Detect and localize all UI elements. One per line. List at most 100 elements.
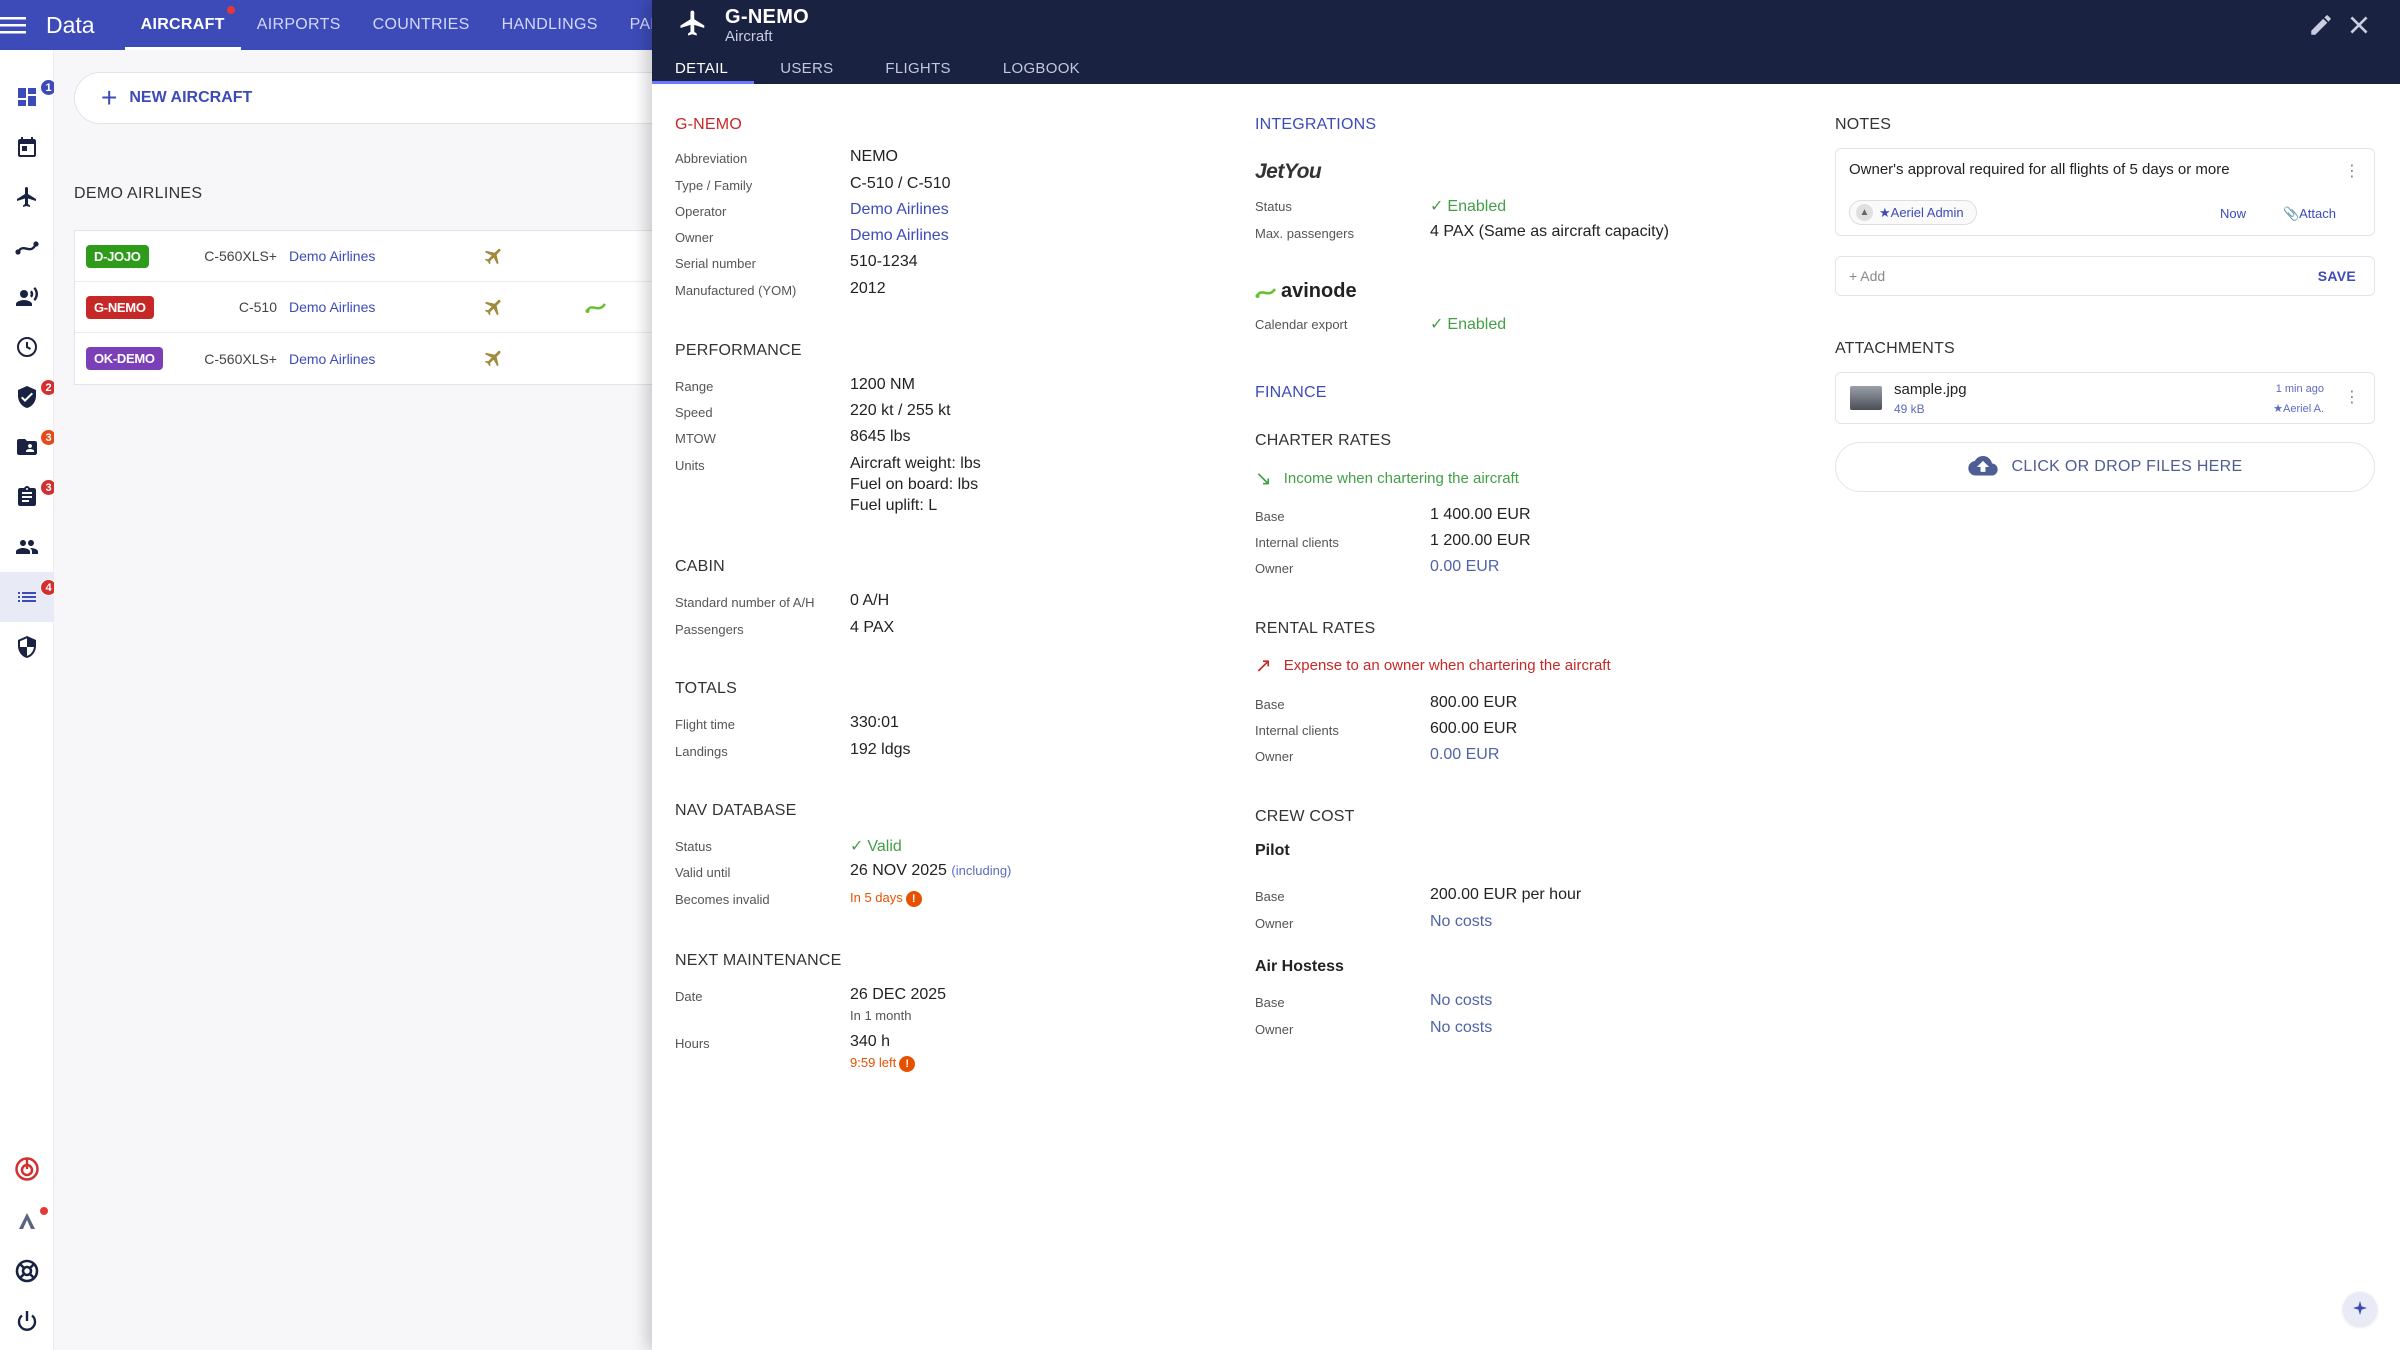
crew-role-pilot: Pilot [1255, 842, 1290, 859]
avinode-wordmark: avinode [1281, 280, 1357, 302]
app-topbar: Data AIRCRAFT AIRPORTS COUNTRIES HANDLIN… [0, 0, 672, 50]
owner-link[interactable]: Demo Airlines [850, 227, 949, 244]
arrow-up-right-icon: ↗ [1255, 655, 1272, 677]
field-label: Base [1255, 697, 1285, 712]
field-value: 0 A/H [850, 592, 890, 609]
rail-admin[interactable] [0, 622, 54, 672]
rail-history[interactable] [0, 322, 54, 372]
field-value: 26 NOV 2025 (including) [850, 862, 1011, 880]
hours-left-text: 9:59 left [850, 1055, 897, 1070]
tab-airports[interactable]: AIRPORTS [256, 16, 341, 33]
operator-link[interactable]: Demo Airlines [289, 350, 376, 367]
more-vert-icon[interactable]: ⋮ [2344, 389, 2360, 406]
rail-safety[interactable]: 2 [0, 372, 57, 422]
shield-check-icon [18, 386, 36, 408]
more-vert-icon[interactable]: ⋮ [2344, 163, 2360, 180]
becomes-invalid-text: In 5 days [850, 890, 903, 905]
field-label: Base [1255, 509, 1285, 524]
aircraft-type: C-510 [238, 299, 277, 315]
rail-routes[interactable] [0, 222, 54, 272]
field-value: 220 kt / 255 kt [850, 402, 951, 419]
note-card: Owner's approval required for all flight… [1835, 148, 2375, 236]
close-icon[interactable] [2346, 12, 2372, 38]
field-value: 4 PAX [850, 619, 895, 636]
airplane-icon [680, 10, 705, 36]
registration-chip[interactable]: G-NEMO [86, 296, 154, 319]
note-time: Now [2219, 206, 2246, 221]
field-label: Base [1255, 889, 1285, 904]
field-label: Speed [675, 405, 713, 420]
aircraft-list-area: + NEW AIRCRAFT DEMO AIRLINES D-JOJO C-56… [54, 50, 714, 1350]
rail-power-target[interactable] [0, 1144, 54, 1194]
assistant-fab[interactable] [2343, 1292, 2377, 1326]
section-title-notes: NOTES [1835, 116, 1892, 133]
side-rail: 1 2 3 3 4 [0, 50, 57, 1350]
valid-until-note: (including) [951, 863, 1012, 878]
rail-data[interactable]: 4 [0, 572, 57, 622]
table-row[interactable]: D-JOJO C-560XLS+ Demo Airlines [75, 231, 693, 282]
file-drop-zone[interactable]: CLICK OR DROP FILES HERE [1835, 442, 2375, 492]
airplane-icon [484, 350, 501, 367]
rail-crew[interactable] [0, 272, 54, 322]
field-value: 1200 NM [850, 376, 915, 393]
section-title-performance: PERFORMANCE [675, 342, 802, 359]
folder-person-icon [17, 439, 37, 455]
section-title-rental: RENTAL RATES [1255, 620, 1376, 637]
rail-crew-docs[interactable]: 3 [0, 422, 57, 472]
field-label: Serial number [675, 256, 756, 271]
operator-link[interactable]: Demo Airlines [289, 299, 376, 315]
new-aircraft-label: NEW AIRCRAFT [129, 89, 253, 106]
note-text: Owner's approval required for all flight… [1849, 161, 2230, 178]
edit-icon[interactable] [2308, 12, 2334, 38]
tab-countries[interactable]: COUNTRIES [372, 16, 470, 33]
field-value: 600.00 EUR [1430, 720, 1518, 737]
field-label: Passengers [675, 622, 744, 637]
tab-users[interactable]: USERS [780, 59, 834, 77]
section-title-integrations: INTEGRATIONS [1255, 116, 1377, 133]
field-value: 200.00 EUR per hour [1430, 886, 1582, 903]
field-label: Flight time [675, 717, 735, 732]
airplane-icon [484, 248, 501, 265]
rail-flights[interactable] [0, 172, 54, 222]
field-label: Range [675, 379, 714, 394]
tab-detail[interactable]: DETAIL [652, 52, 755, 84]
charter-description-text: Income when chartering the aircraft [1283, 470, 1519, 487]
rail-help[interactable] [0, 1246, 54, 1296]
menu-icon[interactable] [0, 0, 26, 50]
save-button[interactable]: SAVE [2317, 268, 2356, 284]
tab-aircraft[interactable]: AIRCRAFT [124, 0, 241, 50]
author-name: ★Aeriel Admin [1879, 204, 1964, 220]
rail-logout[interactable] [0, 1296, 54, 1346]
rail-users[interactable] [0, 522, 54, 572]
field-label: Units [675, 458, 705, 473]
tab-logbook[interactable]: LOGBOOK [1002, 59, 1080, 77]
tab-flights[interactable]: FLIGHTS [885, 59, 951, 77]
new-aircraft-button[interactable]: + NEW AIRCRAFT [74, 72, 714, 124]
table-row[interactable]: OK-DEMO C-560XLS+ Demo Airlines [75, 333, 693, 384]
avinode-logo: avinode [1255, 280, 1357, 303]
add-note-field[interactable]: + Add SAVE [1835, 256, 2375, 296]
warning-icon: ! [905, 890, 922, 907]
operator-link[interactable]: Demo Airlines [850, 201, 949, 218]
crew-role-hostess: Air Hostess [1255, 958, 1344, 975]
tab-handlings[interactable]: HANDLINGS [501, 16, 598, 33]
rail-calendar[interactable] [0, 122, 54, 172]
field-label: Operator [675, 204, 727, 219]
top-navigation: AIRCRAFT AIRPORTS COUNTRIES HANDLINGS PA… [124, 0, 688, 50]
attach-button[interactable]: 📎Attach [2283, 206, 2336, 222]
rail-aeriel[interactable] [0, 1196, 54, 1246]
jetyou-status: ✓ Enabled [1430, 196, 1506, 216]
operator-link[interactable]: Demo Airlines [289, 248, 376, 264]
add-note-placeholder[interactable]: + Add [1849, 268, 1886, 284]
tab-label: AIRCRAFT [140, 16, 225, 33]
rail-documents[interactable]: 3 [0, 472, 57, 522]
table-row[interactable]: G-NEMO C-510 Demo Airlines [75, 282, 693, 333]
rail-dashboard[interactable]: 1 [0, 72, 57, 122]
registration-chip[interactable]: D-JOJO [86, 245, 149, 268]
warning-icon: ! [899, 1055, 916, 1072]
file-name[interactable]: sample.jpg [1894, 381, 1967, 398]
field-value: 2012 [850, 280, 886, 297]
attachment-item[interactable]: sample.jpg 49 kB 1 min ago ★Aeriel A. ⋮ [1835, 372, 2375, 424]
section-title-nav-database: NAV DATABASE [675, 802, 797, 819]
registration-chip[interactable]: OK-DEMO [86, 347, 163, 370]
